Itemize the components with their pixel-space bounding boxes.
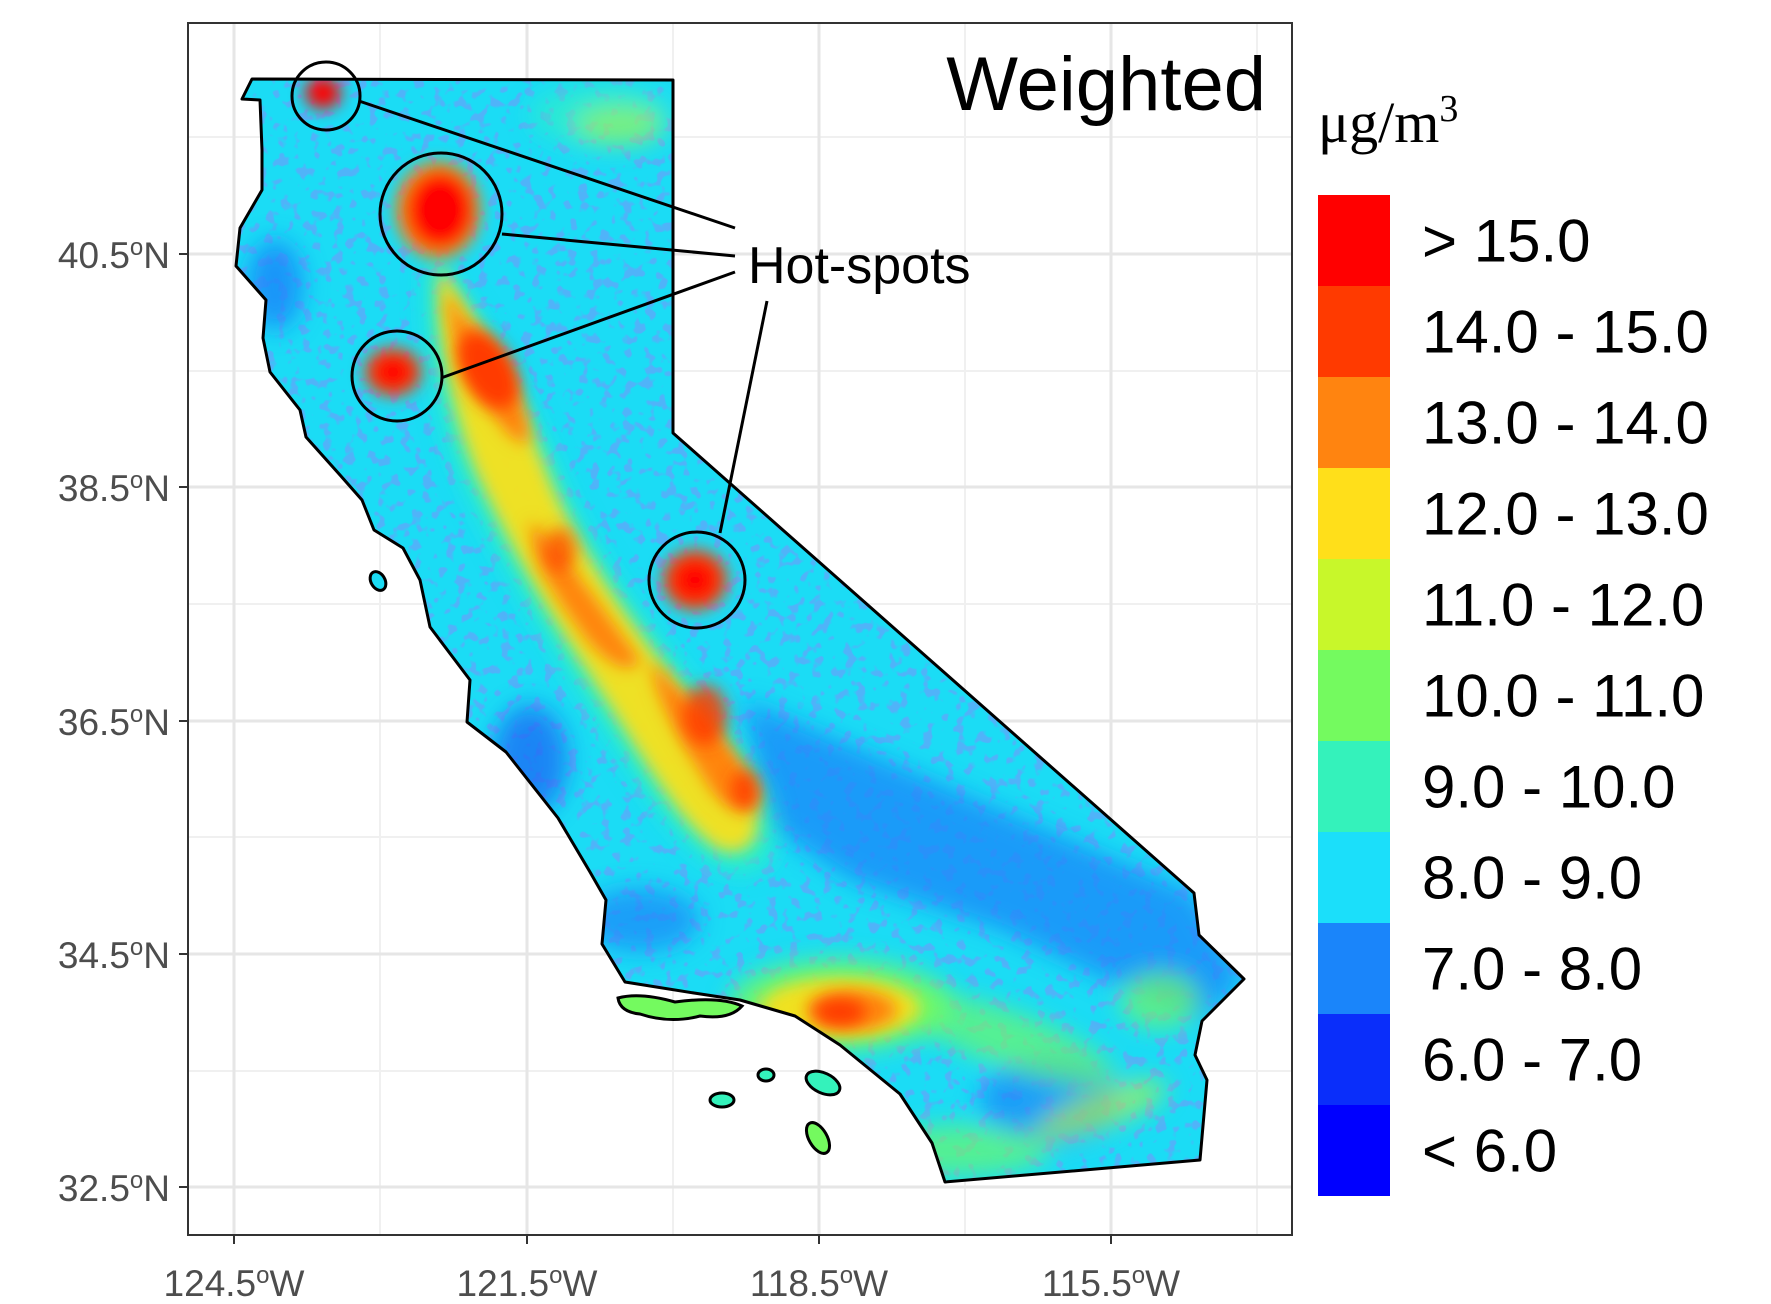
legend-label: 11.0 - 12.0 [1422, 572, 1704, 639]
legend-title: μg/m3 [1318, 88, 1458, 155]
leader-line-2 [501, 232, 736, 258]
legend-label: 10.0 - 11.0 [1422, 663, 1704, 730]
axis-ticks [179, 253, 1112, 1244]
legend-label: 13.0 - 14.0 [1422, 390, 1709, 457]
hotspot-circle-mono [647, 530, 747, 630]
hotspot-circle-northwest [290, 60, 362, 132]
legend-swatch [1318, 559, 1390, 650]
y-tick-label: 34.5oN [58, 934, 170, 977]
legend-swatch [1318, 741, 1390, 832]
legend-swatch [1318, 1014, 1390, 1105]
legend-label: 12.0 - 13.0 [1422, 481, 1709, 548]
x-tick-label: 121.5oW [457, 1262, 598, 1304]
legend-swatch [1318, 923, 1390, 1014]
hotspot-circle-redding [378, 151, 504, 277]
legend-label: 8.0 - 9.0 [1422, 845, 1642, 912]
legend-label: < 6.0 [1422, 1118, 1557, 1185]
x-tick-label: 115.5oW [1042, 1262, 1180, 1304]
hotspots-label: Hot-spots [748, 237, 971, 295]
x-axis-labels: 124.5oW 121.5oW 118.5oW 115.5oW [164, 1262, 1181, 1304]
legend-label: 9.0 - 10.0 [1422, 754, 1676, 821]
legend-label: 14.0 - 15.0 [1422, 299, 1709, 366]
y-tick-label: 40.5oN [58, 234, 170, 277]
legend-swatch [1318, 468, 1390, 559]
y-tick-label: 32.5oN [58, 1167, 170, 1210]
map-title: Weighted [946, 42, 1266, 127]
legend-swatch [1318, 1105, 1390, 1196]
leader-line-4 [718, 300, 769, 534]
y-tick-label: 36.5oN [58, 701, 170, 744]
legend-swatch [1318, 195, 1390, 286]
legend: > 15.0 14.0 - 15.0 13.0 - 14.0 12.0 - 13.0 1… [1318, 195, 1709, 1196]
legend-swatch [1318, 286, 1390, 377]
california-outline [234, 77, 1246, 1184]
x-tick-label: 124.5oW [164, 1262, 305, 1304]
legend-swatch [1318, 377, 1390, 468]
legend-label: 7.0 - 8.0 [1422, 936, 1642, 1003]
x-tick-label: 118.5oW [750, 1262, 888, 1304]
leader-line-3 [440, 270, 736, 380]
hotspot-circle-ukiah [350, 329, 444, 423]
leader-line-1 [358, 99, 736, 230]
channel-islands [368, 570, 842, 1155]
y-tick-label: 38.5oN [58, 467, 170, 510]
legend-swatch [1318, 832, 1390, 923]
y-axis-labels: 40.5oN 38.5oN 36.5oN 34.5oN 32.5oN [58, 234, 170, 1210]
hotspot-annotations [290, 60, 769, 630]
legend-label: > 15.0 [1422, 208, 1591, 275]
plot-panel-border [187, 22, 1293, 1236]
legend-swatch [1318, 650, 1390, 741]
hotspot-cores [305, 79, 727, 610]
legend-label: 6.0 - 7.0 [1422, 1027, 1642, 1094]
